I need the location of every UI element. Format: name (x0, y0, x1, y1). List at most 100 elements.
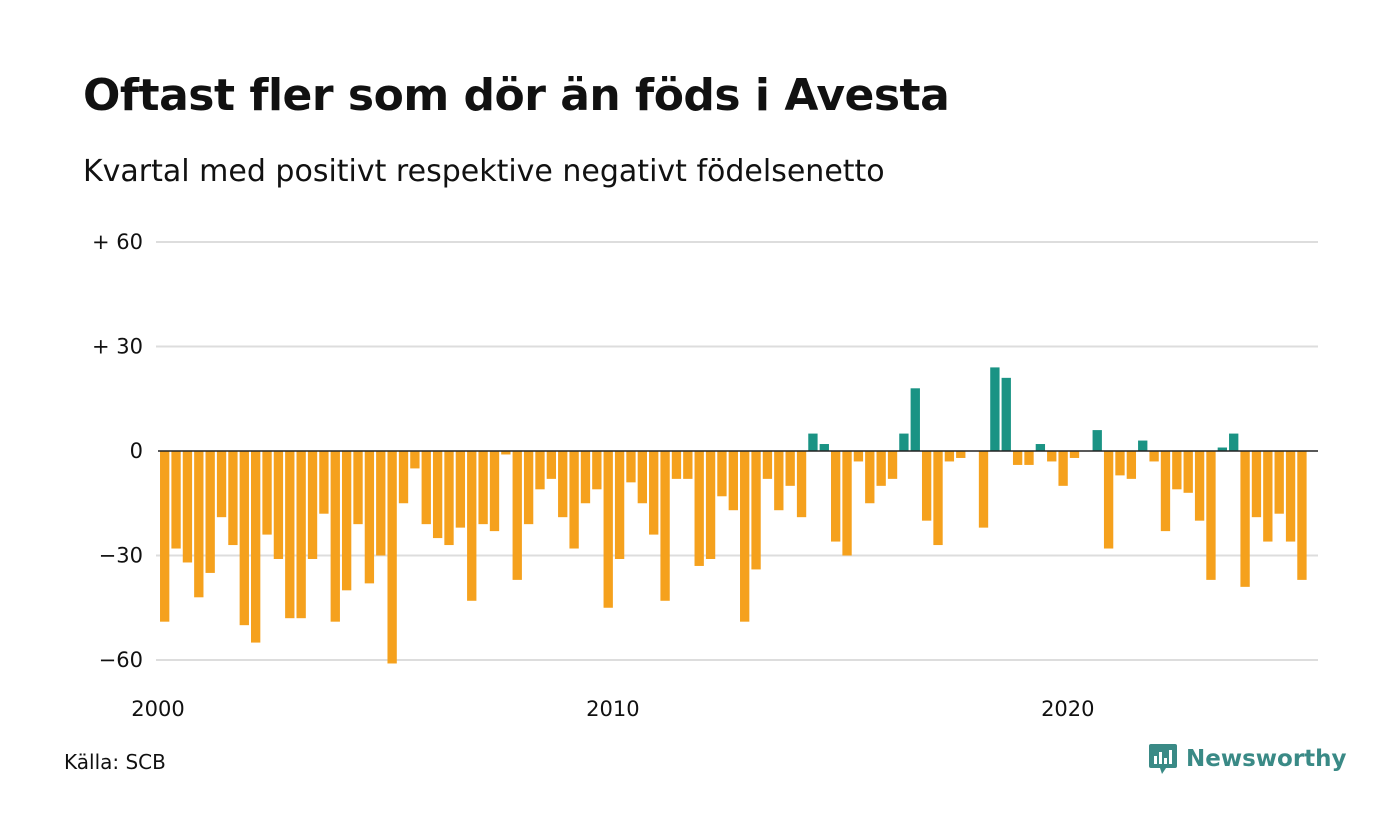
bar (1138, 440, 1148, 451)
y-tick-label: 0 (130, 439, 143, 463)
bar (1240, 451, 1250, 587)
x-tick-label: 2010 (586, 697, 639, 721)
bar (273, 451, 284, 559)
bar (1115, 451, 1125, 476)
grid-lines (156, 241, 1318, 661)
x-axis-ticks: 2000 2010 2020 (131, 697, 1094, 721)
bar (1229, 433, 1239, 451)
y-tick-label: −30 (99, 544, 143, 568)
bar (467, 451, 477, 601)
bar (774, 451, 784, 511)
bar (1069, 451, 1080, 458)
bar (990, 367, 1000, 451)
bar (1058, 451, 1068, 486)
bar (865, 451, 875, 504)
bar (705, 451, 716, 559)
bar (353, 451, 363, 525)
bar (614, 451, 625, 559)
bar (751, 451, 761, 570)
bar (523, 451, 534, 525)
bar (1149, 451, 1159, 462)
bar (251, 451, 261, 643)
bar (330, 451, 340, 622)
bar (1183, 451, 1193, 493)
bar (592, 451, 602, 490)
bar (216, 451, 227, 518)
bar (637, 451, 647, 504)
bar (876, 451, 886, 486)
bar (944, 451, 955, 462)
x-tick-label: 2000 (131, 697, 184, 721)
bar (387, 451, 397, 664)
brand-logo: Newsworthy (1148, 742, 1347, 776)
bar (239, 451, 249, 626)
bar (978, 451, 989, 528)
bar (1126, 451, 1137, 479)
bar (535, 451, 545, 490)
bar (899, 433, 909, 451)
bar (887, 451, 898, 479)
bar (558, 451, 568, 518)
y-tick-label: + 30 (92, 335, 143, 359)
bars (160, 367, 1307, 664)
bar (285, 451, 295, 619)
bar (785, 451, 795, 486)
bar (410, 451, 420, 469)
brand-name: Newsworthy (1186, 746, 1347, 772)
bar (1047, 451, 1057, 462)
bar (842, 451, 852, 556)
bar (1001, 377, 1011, 451)
bar (341, 451, 352, 591)
bar (398, 451, 409, 504)
bar (728, 451, 738, 511)
bar (1024, 451, 1034, 465)
bar (319, 451, 329, 514)
bar (1285, 451, 1296, 542)
bar (262, 451, 272, 535)
bar (1251, 451, 1262, 518)
bar (421, 451, 431, 525)
bar (182, 451, 193, 563)
bar (649, 451, 659, 535)
bar (307, 451, 318, 559)
bar (489, 451, 500, 532)
bar (1012, 451, 1023, 465)
bar (1092, 430, 1102, 451)
bar (1035, 444, 1046, 451)
bar (296, 451, 306, 619)
bar (569, 451, 579, 549)
y-axis-ticks: + 60 + 30 0 −30 −60 (92, 230, 143, 672)
bar (853, 451, 864, 462)
bar (626, 451, 636, 483)
bar (1160, 451, 1171, 532)
bar (831, 451, 841, 542)
bar (740, 451, 750, 622)
bar-chart: + 60 + 30 0 −30 −60 2000 2010 2020 (92, 230, 1318, 721)
bar (364, 451, 375, 584)
bar (376, 451, 386, 556)
bar (478, 451, 488, 525)
bar (808, 433, 818, 451)
newsworthy-logo-icon (1149, 744, 1177, 774)
bar (228, 451, 238, 546)
bar (603, 451, 613, 608)
bar (1263, 451, 1273, 542)
bar (171, 451, 181, 549)
bar (455, 451, 466, 528)
y-tick-label: −60 (99, 648, 143, 672)
bar (512, 451, 522, 580)
bar (194, 451, 204, 598)
bar (694, 451, 704, 566)
bar (1217, 447, 1227, 451)
bar (432, 451, 443, 539)
bar (1103, 451, 1114, 549)
bar (956, 451, 966, 458)
bar (660, 451, 670, 601)
bar (1297, 451, 1307, 580)
source-note: Källa: SCB (64, 750, 166, 774)
bar (501, 451, 511, 455)
bar (933, 451, 943, 546)
bar (546, 451, 557, 479)
bar (717, 451, 727, 497)
bar (796, 451, 807, 518)
